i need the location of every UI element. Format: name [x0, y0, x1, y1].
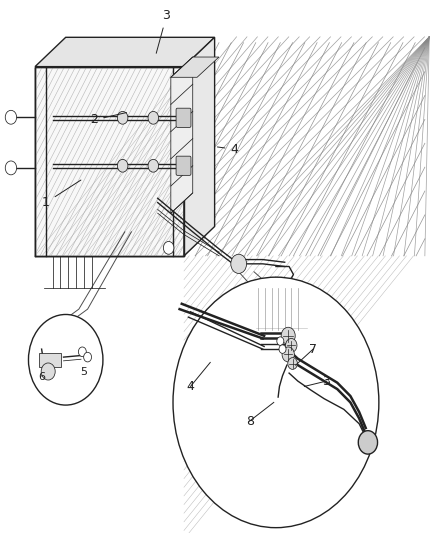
Circle shape	[286, 338, 297, 352]
Polygon shape	[184, 37, 215, 256]
Circle shape	[281, 327, 295, 344]
Text: 2: 2	[90, 112, 127, 126]
Text: 3: 3	[156, 10, 170, 53]
Circle shape	[282, 347, 294, 362]
Text: 4: 4	[187, 380, 194, 393]
Circle shape	[117, 111, 128, 124]
Text: 4: 4	[217, 143, 238, 156]
Text: 3: 3	[322, 375, 330, 387]
Circle shape	[148, 111, 159, 124]
Circle shape	[117, 159, 128, 172]
Polygon shape	[35, 67, 184, 256]
FancyBboxPatch shape	[176, 156, 191, 175]
Polygon shape	[158, 21, 425, 256]
FancyBboxPatch shape	[39, 353, 61, 367]
Circle shape	[173, 277, 379, 528]
Circle shape	[28, 314, 103, 405]
Circle shape	[277, 337, 284, 345]
Circle shape	[78, 347, 86, 357]
FancyBboxPatch shape	[176, 108, 191, 127]
Circle shape	[84, 352, 92, 362]
Polygon shape	[35, 67, 184, 256]
Circle shape	[231, 254, 247, 273]
Circle shape	[288, 358, 297, 369]
Polygon shape	[171, 57, 193, 213]
Polygon shape	[35, 37, 215, 67]
Text: 1: 1	[42, 180, 81, 209]
Text: 5: 5	[81, 367, 88, 377]
Circle shape	[5, 161, 17, 175]
Circle shape	[5, 110, 17, 124]
Circle shape	[358, 431, 378, 454]
Circle shape	[41, 363, 55, 380]
Circle shape	[163, 241, 174, 254]
Polygon shape	[171, 57, 219, 77]
Text: 8: 8	[246, 415, 254, 427]
Circle shape	[279, 345, 286, 353]
Text: 6: 6	[38, 372, 45, 382]
Circle shape	[148, 159, 159, 172]
Text: 7: 7	[309, 343, 317, 356]
